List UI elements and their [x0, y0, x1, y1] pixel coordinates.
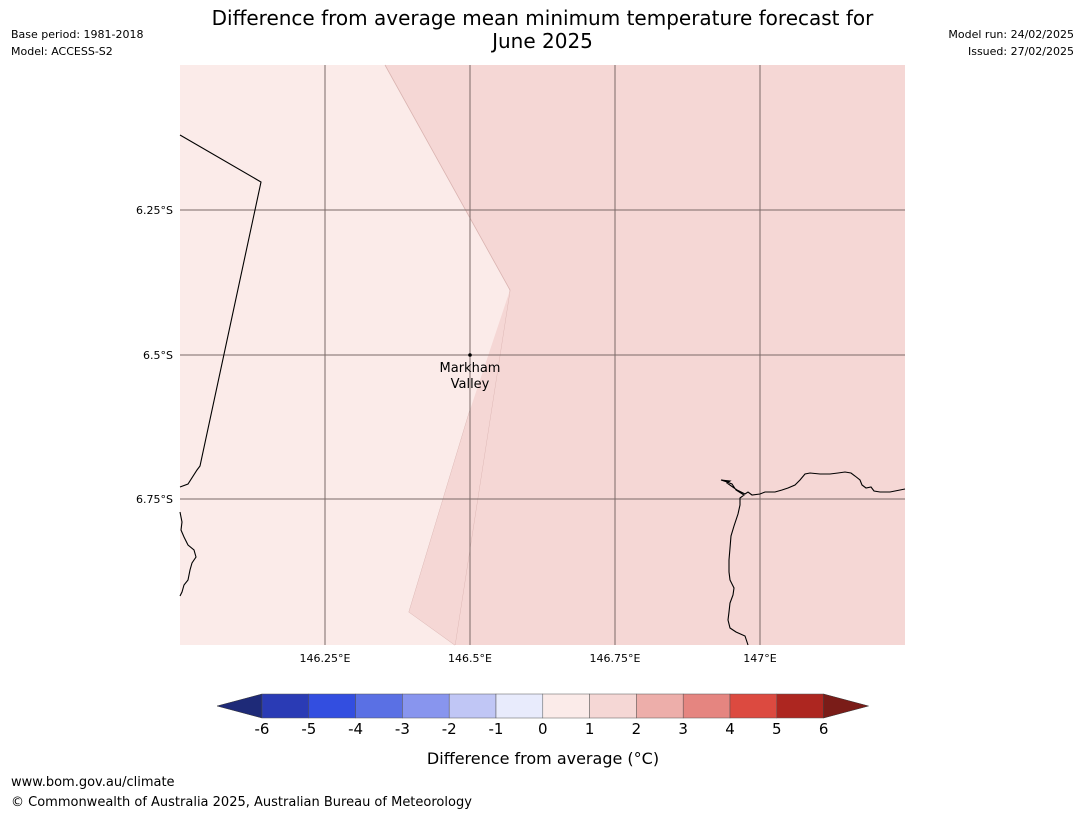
lon-tick-label: 146.75°E: [590, 652, 641, 665]
coastline-southeast: [720, 471, 906, 646]
footer-copyright: © Commonwealth of Australia 2025, Austra…: [11, 795, 472, 810]
colorbar-segment: [495, 693, 544, 719]
colorbar-segment: [542, 693, 590, 719]
colorbar-tick-label: 4: [725, 720, 735, 738]
model-text: Model: ACCESS-S2: [11, 45, 113, 58]
gridlines: [180, 65, 905, 645]
colorbar-tick-label: 3: [678, 720, 688, 738]
border-line-west: [179, 134, 262, 488]
colorbar-segment: [355, 693, 403, 719]
colorbar-label: Difference from average (°C): [427, 749, 659, 768]
colorbar-legend: -6 -5 -4 -3 -2 -1 0 1 2 3 4 5 6: [216, 693, 870, 738]
colorbar-segment: [402, 693, 450, 719]
footer-url: www.bom.gov.au/climate: [11, 775, 175, 790]
colorbar-segment: [636, 693, 684, 719]
location-label-line2: Valley: [451, 377, 490, 392]
colorbar-extend-high: [823, 693, 870, 719]
colorbar-tick-label: -1: [489, 720, 504, 738]
map-title: Difference from average mean minimum tem…: [180, 7, 905, 53]
colorbar-segment: [729, 693, 778, 719]
lon-tick-label: 146.25°E: [300, 652, 351, 665]
region-band-1-2-lower: [409, 290, 510, 645]
colorbar-tick-label: -4: [348, 720, 363, 738]
coastlines: [179, 134, 906, 646]
metadata-right: Model run: 24/02/2025 Issued: 27/02/2025: [948, 26, 1074, 60]
colorbar-segment: [776, 693, 824, 719]
colorbar-tick-label: 1: [585, 720, 595, 738]
colorbar-tick-label: -2: [442, 720, 457, 738]
map-title-line1: Difference from average mean minimum tem…: [211, 6, 874, 30]
lat-tick-labels: 6.25°S 6.5°S 6.75°S: [136, 204, 173, 506]
colorbar-segment: [261, 693, 310, 719]
colorbar-segment: [448, 693, 497, 719]
lon-tick-label: 147°E: [743, 652, 776, 665]
lat-tick-label: 6.25°S: [136, 204, 173, 217]
lon-tick-label: 146.5°E: [448, 652, 492, 665]
location-marker: [468, 353, 472, 357]
colorbar-segment: [308, 693, 356, 719]
model-run-text: Model run: 24/02/2025: [948, 28, 1074, 41]
lat-tick-label: 6.75°S: [136, 493, 173, 506]
colorbar-segment: [682, 693, 731, 719]
location-label-line1: Markham: [440, 361, 501, 376]
colorbar-tick-label: 2: [632, 720, 642, 738]
colorbar-tick-label: 5: [772, 720, 782, 738]
lat-tick-label: 6.5°S: [143, 349, 173, 362]
base-period-text: Base period: 1981-2018: [11, 28, 144, 41]
coastline-southwest: [179, 511, 197, 597]
colorbar-tick-label: 6: [819, 720, 829, 738]
map-title-line2: June 2025: [492, 29, 593, 53]
issued-text: Issued: 27/02/2025: [967, 45, 1074, 58]
colorbar-tick-label: -3: [395, 720, 410, 738]
colorbar-tick-label: -5: [301, 720, 316, 738]
colorbar-tick-label: 0: [538, 720, 548, 738]
lon-tick-labels: 146.25°E 146.5°E 146.75°E 147°E: [300, 652, 777, 665]
colorbar-tick-label: -6: [255, 720, 270, 738]
colorbar-extend-low: [216, 693, 263, 719]
colorbar-segment: [589, 693, 637, 719]
metadata-left: Base period: 1981-2018 Model: ACCESS-S2: [11, 26, 143, 60]
